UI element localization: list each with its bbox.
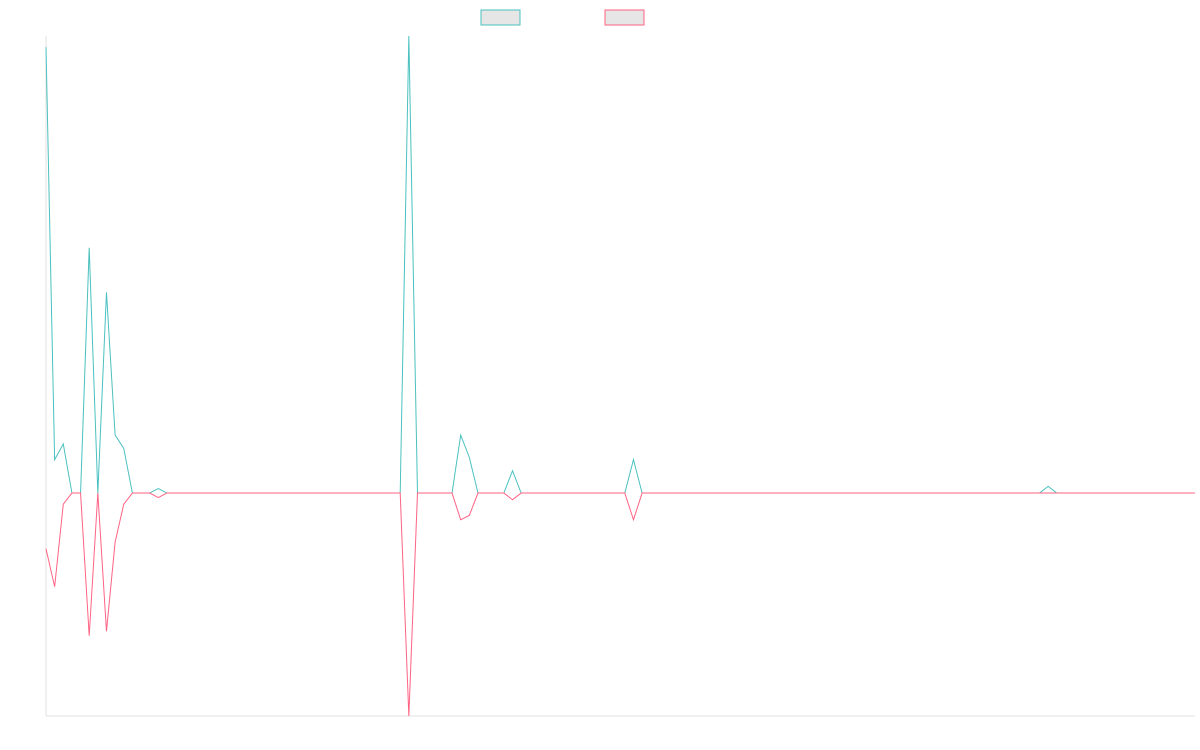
legend-swatch-2 [604, 9, 645, 26]
series-2 [45, 492, 1195, 717]
series-1 [45, 35, 1195, 494]
series-layer [45, 35, 1195, 717]
series-2-line [45, 492, 1195, 717]
legend-item-1[interactable] [480, 9, 521, 26]
chart-legend[interactable] [480, 9, 645, 26]
legend-swatch-1 [480, 9, 521, 26]
legend-item-2[interactable] [604, 9, 645, 26]
series-1-line [45, 35, 1195, 494]
chart-axes [45, 36, 1195, 717]
